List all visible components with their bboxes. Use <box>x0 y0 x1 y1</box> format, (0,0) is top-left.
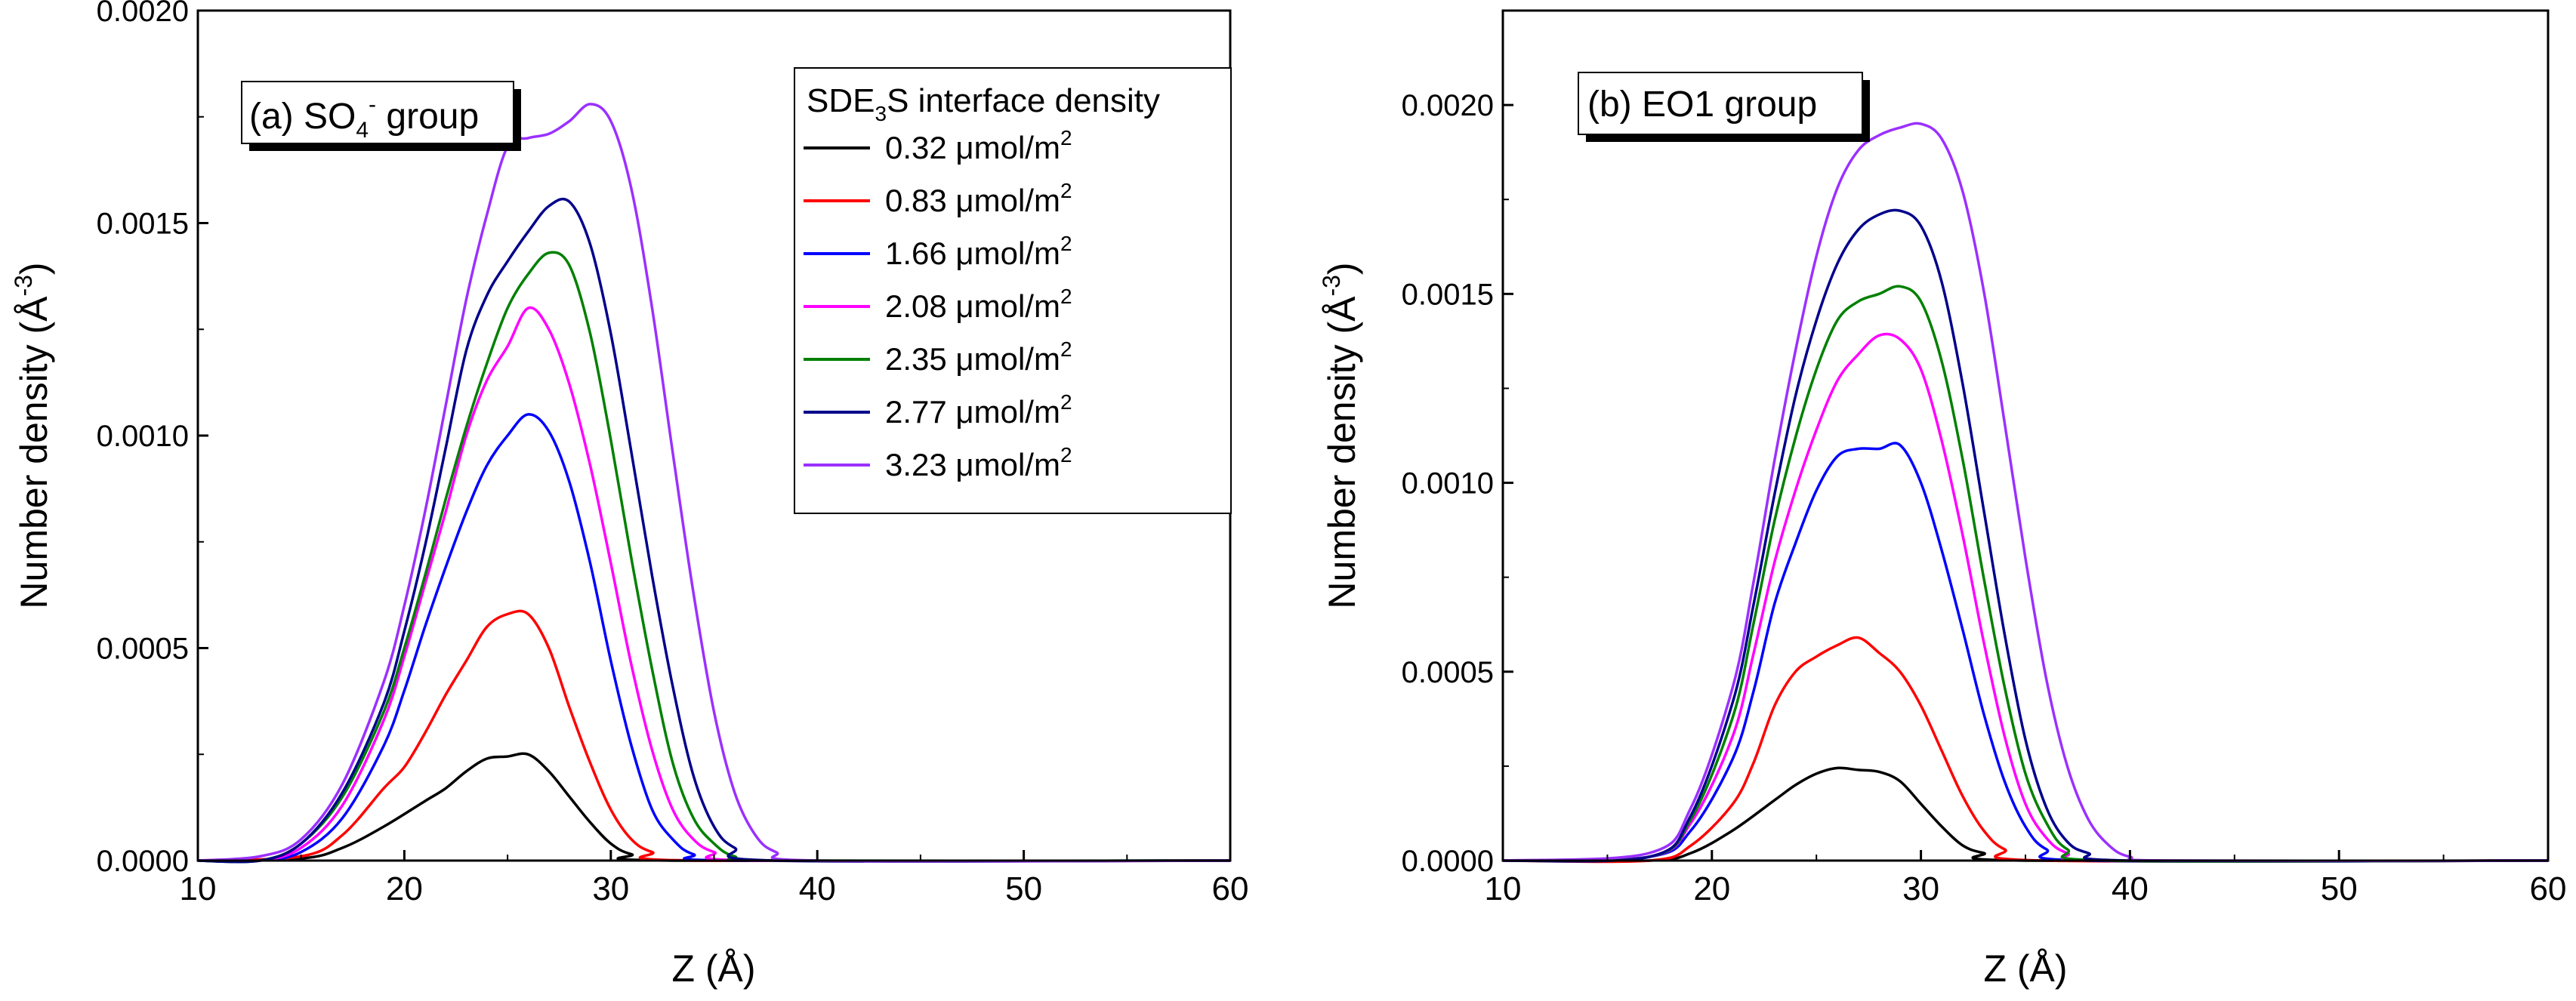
panel-a-legend-items: 0.32 μmol/m2 0.83 μmol/m2 1.66 μmol/m2 2.08… <box>804 126 1072 482</box>
panel-a-legend-title: SDE3S interface density <box>807 82 1160 125</box>
legend-label-3.23: 3.23 μmol/m2 <box>885 443 1072 482</box>
panel-a-y-tick-label: 0.0010 <box>97 420 189 453</box>
panel-b-series-line-1.66 <box>1502 442 2549 863</box>
panel-b-x-tick-label: 40 <box>2112 870 2149 907</box>
panel-a-label-box: (a) SO4- group <box>241 81 521 151</box>
panel-b-series-line-2.77 <box>1502 208 2549 863</box>
panel-b-x-axis-title: Z (Å) <box>1983 947 2067 990</box>
panel-b-series-line-2.08 <box>1502 332 2549 863</box>
panel-b-x-ticks: 10 20 30 40 50 60 <box>1485 850 2567 907</box>
panel-a: 10 20 30 40 50 60 0.00000.00050.00100.00150.0… <box>10 0 1248 990</box>
panel-b-x-tick-label: 60 <box>2530 870 2567 907</box>
panel-a-series-line-2.77 <box>197 197 1231 864</box>
panel-a-y-tick-label: 0.0005 <box>97 633 189 666</box>
legend-label-2.08: 2.08 μmol/m2 <box>885 285 1072 324</box>
panel-a-x-tick-label: 60 <box>1212 870 1249 907</box>
panel-a-x-ticks: 10 20 30 40 50 60 <box>180 850 1249 907</box>
panel-a-y-tick-label: 0.0000 <box>97 845 189 878</box>
panel-b-label-box: (b) EO1 group <box>1578 72 1870 142</box>
panel-a-y-ticks: 0.0000 0.0005 0.0010 0.0015 0.0020 <box>97 0 208 878</box>
panel-a-series <box>197 103 1231 864</box>
panel-a-series-line-2.08 <box>197 306 1231 863</box>
panel-a-x-tick-label: 40 <box>799 870 836 907</box>
panel-b-x-tick-label: 10 <box>1485 870 1522 907</box>
legend-label-0.32: 0.32 μmol/m2 <box>885 126 1072 165</box>
panel-b-series-line-0.83 <box>1502 636 2549 864</box>
panel-a-y-tick-label: 0.0020 <box>97 0 189 28</box>
legend-label-1.66: 1.66 μmol/m2 <box>885 232 1072 271</box>
panel-b-y-tick-label: 0.0010 <box>1402 467 1494 500</box>
panel-b-series-line-3.23 <box>1502 122 2549 863</box>
panel-a-y-axis-title: Number density (Å-3) <box>10 262 55 608</box>
panel-a-legend: SDE3S interface density 0.32 μmol/m2 0.83… <box>794 67 1232 514</box>
panel-b-series <box>1502 122 2549 864</box>
panel-a-series-line-1.66 <box>197 413 1231 863</box>
panel-a-x-tick-label: 50 <box>1005 870 1042 907</box>
panel-a-x-axis-title: Z (Å) <box>671 947 755 990</box>
panel-b-x-tick-label: 50 <box>2321 870 2358 907</box>
legend-label-2.77: 2.77 μmol/m2 <box>885 390 1072 430</box>
panel-a-y-tick-label: 0.0015 <box>97 208 189 241</box>
panel-b-y-tick-label: 0.0015 <box>1402 278 1494 311</box>
panel-b-series-line-2.35 <box>1502 285 2549 863</box>
panel-b-y-axis-title: Number density (Å-3) <box>1318 262 1363 608</box>
panel-b-x-tick-label: 30 <box>1902 870 1939 907</box>
legend-label-2.35: 2.35 μmol/m2 <box>885 337 1072 377</box>
panel-b-series-line-0.32 <box>1502 766 2549 863</box>
panel-b: 10 20 30 40 50 60 0.00000.00050.00100.00150.0… <box>1318 9 2567 990</box>
panel-b-y-tick-label: 0.0020 <box>1402 89 1494 122</box>
panel-b-label: (b) EO1 group <box>1587 85 1817 125</box>
panel-a-series-line-2.35 <box>197 251 1231 864</box>
panel-a-label: (a) SO4- group <box>249 92 479 143</box>
panel-b-y-tick-label: 0.0000 <box>1402 845 1494 878</box>
panel-b-y-ticks: 0.0000 0.0005 0.0010 0.0015 0.0020 <box>1402 89 1513 878</box>
panel-a-series-line-3.23 <box>197 103 1231 863</box>
panel-b-y-tick-label: 0.0005 <box>1402 656 1494 689</box>
panel-a-series-line-0.83 <box>197 609 1231 863</box>
panel-a-x-tick-label: 20 <box>386 870 423 907</box>
panel-b-x-tick-label: 20 <box>1693 870 1730 907</box>
legend-label-0.83: 0.83 μmol/m2 <box>885 179 1072 218</box>
panel-a-legend-box <box>794 67 1232 514</box>
panel-a-x-tick-label: 30 <box>592 870 629 907</box>
panel-a-x-tick-label: 10 <box>180 870 217 907</box>
